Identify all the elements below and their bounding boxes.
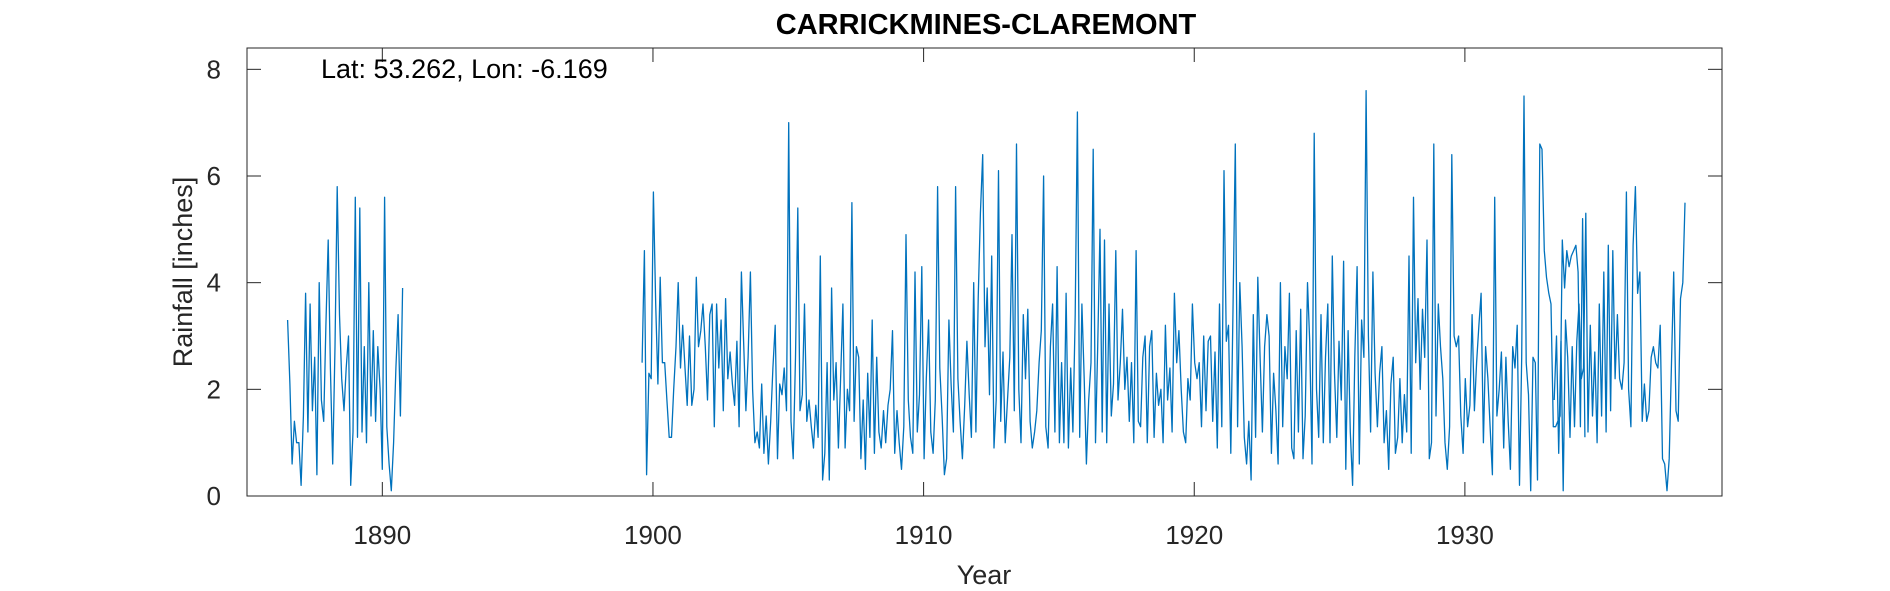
- x-tick-label: 1890: [353, 520, 411, 550]
- x-axis-ticks: 1890 1900 1910 1920 1930: [353, 48, 1494, 550]
- rainfall-line-segment: [1553, 186, 1686, 492]
- rainfall-line-segment: [286, 186, 404, 492]
- x-axis-label: Year: [957, 560, 1012, 590]
- y-axis-label: Rainfall [inches]: [168, 177, 198, 368]
- x-tick-label: 1930: [1436, 520, 1494, 550]
- station-location-annotation: Lat: 53.262, Lon: -6.169: [321, 54, 608, 84]
- x-tick-label: 1900: [624, 520, 682, 550]
- y-tick-label: 0: [207, 481, 221, 511]
- x-tick-label: 1910: [895, 520, 953, 550]
- y-tick-label: 4: [207, 268, 221, 298]
- rainfall-series: [286, 90, 1686, 492]
- y-axis-ticks: 0 2 4 6 8: [207, 54, 1722, 511]
- plot-area-box: [246, 47, 1723, 497]
- rainfall-line-segment: [641, 90, 1586, 492]
- y-tick-label: 6: [207, 161, 221, 191]
- y-tick-label: 2: [207, 374, 221, 404]
- y-tick-label: 8: [207, 54, 221, 84]
- chart-title: CARRICKMINES-CLAREMONT: [776, 9, 1197, 41]
- x-tick-label: 1920: [1165, 520, 1223, 550]
